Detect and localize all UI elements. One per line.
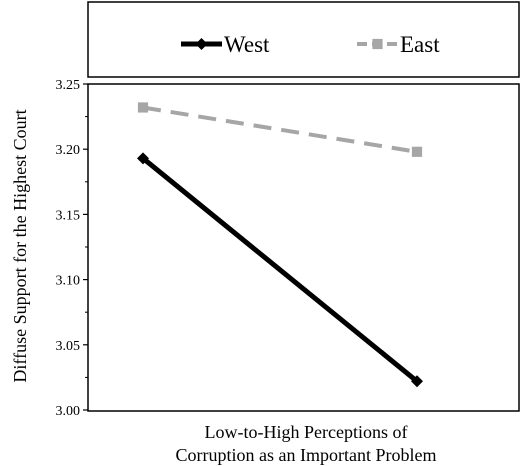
x-axis-title-line-1: Low-to-High Perceptions of bbox=[205, 422, 408, 442]
y-tick-label: 3.00 bbox=[56, 404, 81, 419]
y-tick-label: 3.15 bbox=[56, 208, 81, 223]
series-group bbox=[137, 102, 423, 388]
y-tick-label: 3.05 bbox=[56, 339, 81, 354]
legend-item-east: East bbox=[357, 32, 440, 57]
series-west bbox=[137, 152, 423, 388]
y-tick-label: 3.25 bbox=[56, 78, 81, 93]
y-tick-label: 3.20 bbox=[56, 143, 81, 158]
series-line bbox=[141, 156, 419, 384]
legend-label: West bbox=[224, 32, 270, 57]
data-point-marker bbox=[195, 38, 208, 50]
y-axis: 3.00 3.05 3.10 3.15 3.20 3.25 bbox=[56, 78, 88, 419]
plot-frame bbox=[87, 83, 520, 412]
data-point-marker bbox=[137, 152, 149, 165]
legend: West East bbox=[181, 32, 440, 57]
legend-item-west: West bbox=[181, 32, 270, 57]
legend-box bbox=[87, 1, 520, 78]
series-line bbox=[142, 105, 418, 154]
data-point-marker bbox=[137, 102, 149, 113]
legend-label: East bbox=[400, 32, 440, 57]
y-axis-title: Diffuse Support for the Highest Court bbox=[10, 109, 30, 382]
data-point-marker bbox=[411, 146, 423, 157]
series-east bbox=[137, 102, 423, 157]
data-point-marker bbox=[411, 375, 423, 388]
data-point-marker bbox=[372, 38, 383, 50]
y-tick-label: 3.10 bbox=[56, 274, 81, 289]
x-axis-title-line-2: Corruption as an Important Problem bbox=[176, 445, 437, 465]
